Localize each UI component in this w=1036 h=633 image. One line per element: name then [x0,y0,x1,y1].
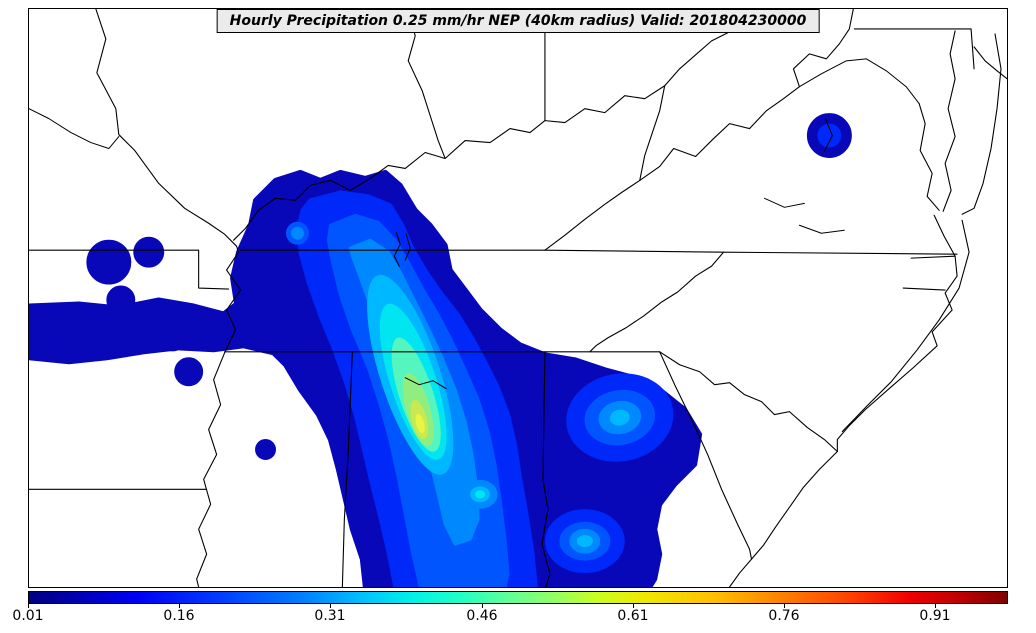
colorbar-tick-label: 0.76 [768,608,800,624]
border-maryland-pennsylvania-delaware [853,28,975,70]
atlantic-coastline [729,214,958,587]
outer-banks-barrier-islands [841,219,970,433]
border-illinois-indiana [407,9,446,160]
virginia-rivers [763,197,845,234]
colorbar-gradient [28,591,1008,604]
plot-frame [28,8,1008,588]
border-virginia-westvirginia [639,9,854,181]
nep-contour-level-10 [415,413,425,434]
colorbar-tick [179,604,180,608]
precipitation-contours [29,113,852,587]
colorbar-tick-label: 0.31 [314,608,346,624]
shenandoah-river [823,118,833,153]
border-alabama-mississippi [341,351,353,587]
chesapeake-bay-west-shore [918,103,940,211]
border-ohio-river [233,9,756,241]
figure-title: Hourly Precipitation 0.25 mm/hr NEP (40k… [216,9,820,33]
colorbar-tick [633,604,634,608]
border-georgia-southcarolina [659,351,753,560]
colorbar-tick [935,604,936,608]
delmarva-coastline [961,33,1002,215]
colorbar-tick [28,604,29,608]
border-arkansas-missouri [29,249,230,290]
kentucky-lake [393,231,411,267]
colorbar-tick [784,604,785,608]
carolina-sounds [902,255,956,291]
coastlines [729,30,1007,587]
border-kentucky-westvirginia [639,85,666,181]
chesapeake-bay-east-shore [942,30,956,212]
border-tennessee-northcarolina [589,251,725,353]
border-virginia-northcarolina [544,249,958,255]
potomac-river [798,58,920,105]
border-kentucky-virginia [544,179,641,251]
colorbar-tick [482,604,483,608]
colorbar-tick-label: 0.01 [12,608,44,624]
map-svg [29,9,1007,587]
border-mississippi-river [95,9,242,587]
colorbar-tick-label: 0.61 [617,608,649,624]
border-alabama-georgia [541,351,551,587]
colorbar-tick-label: 0.46 [466,608,498,624]
rivers [29,58,920,390]
colorbar-tick [330,604,331,608]
colorbar-tick-label: 0.91 [919,608,951,624]
colorbar-tick-label: 0.16 [163,608,195,624]
missouri-river [29,108,120,150]
tennessee-river [404,377,447,390]
delaware-bay [973,46,1007,80]
border-northcarolina-southcarolina [659,351,838,453]
